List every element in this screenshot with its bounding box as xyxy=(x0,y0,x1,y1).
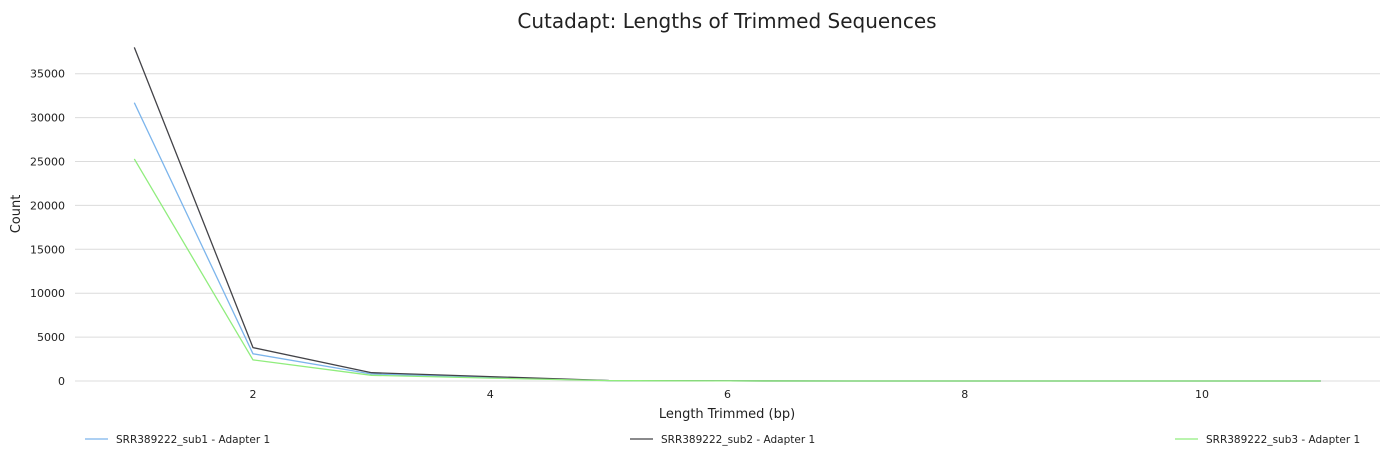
x-tick-label: 4 xyxy=(487,388,494,401)
y-tick-label: 10000 xyxy=(30,287,65,300)
y-tick-label: 25000 xyxy=(30,156,65,169)
chart-title: Cutadapt: Lengths of Trimmed Sequences xyxy=(517,9,936,33)
y-axis-ticks: 0 5000 10000 15000 20000 25000 30000 35000 xyxy=(30,68,65,388)
y-tick-label: 0 xyxy=(58,375,65,388)
y-tick-label: 30000 xyxy=(30,112,65,125)
x-tick-label: 6 xyxy=(724,388,731,401)
legend-label: SRR389222_sub1 - Adapter 1 xyxy=(116,434,270,446)
legend-label: SRR389222_sub3 - Adapter 1 xyxy=(1206,434,1360,446)
legend-label: SRR389222_sub2 - Adapter 1 xyxy=(661,434,815,446)
series-line-3[interactable] xyxy=(133,158,1321,382)
x-tick-label: 10 xyxy=(1195,388,1209,401)
y-tick-label: 15000 xyxy=(30,243,65,256)
y-tick-label: 35000 xyxy=(30,68,65,81)
legend-item-2[interactable]: SRR389222_sub2 - Adapter 1 xyxy=(630,434,815,446)
x-axis-ticks: 2 4 6 8 10 xyxy=(249,388,1209,401)
y-tick-label: 5000 xyxy=(37,331,65,344)
y-tick-label: 20000 xyxy=(30,199,65,212)
series-line-1[interactable] xyxy=(133,102,1321,382)
x-axis-label: Length Trimmed (bp) xyxy=(659,407,795,422)
legend-item-3[interactable]: SRR389222_sub3 - Adapter 1 xyxy=(1175,434,1360,446)
grid-lines xyxy=(75,73,1380,382)
plot-series xyxy=(133,47,1321,382)
x-tick-label: 2 xyxy=(249,388,256,401)
series-line-2[interactable] xyxy=(133,47,1321,382)
x-tick-label: 8 xyxy=(961,388,968,401)
y-axis-label: Count xyxy=(9,195,24,234)
legend: SRR389222_sub1 - Adapter 1 SRR389222_sub2… xyxy=(85,434,1360,446)
legend-item-1[interactable]: SRR389222_sub1 - Adapter 1 xyxy=(85,434,270,446)
